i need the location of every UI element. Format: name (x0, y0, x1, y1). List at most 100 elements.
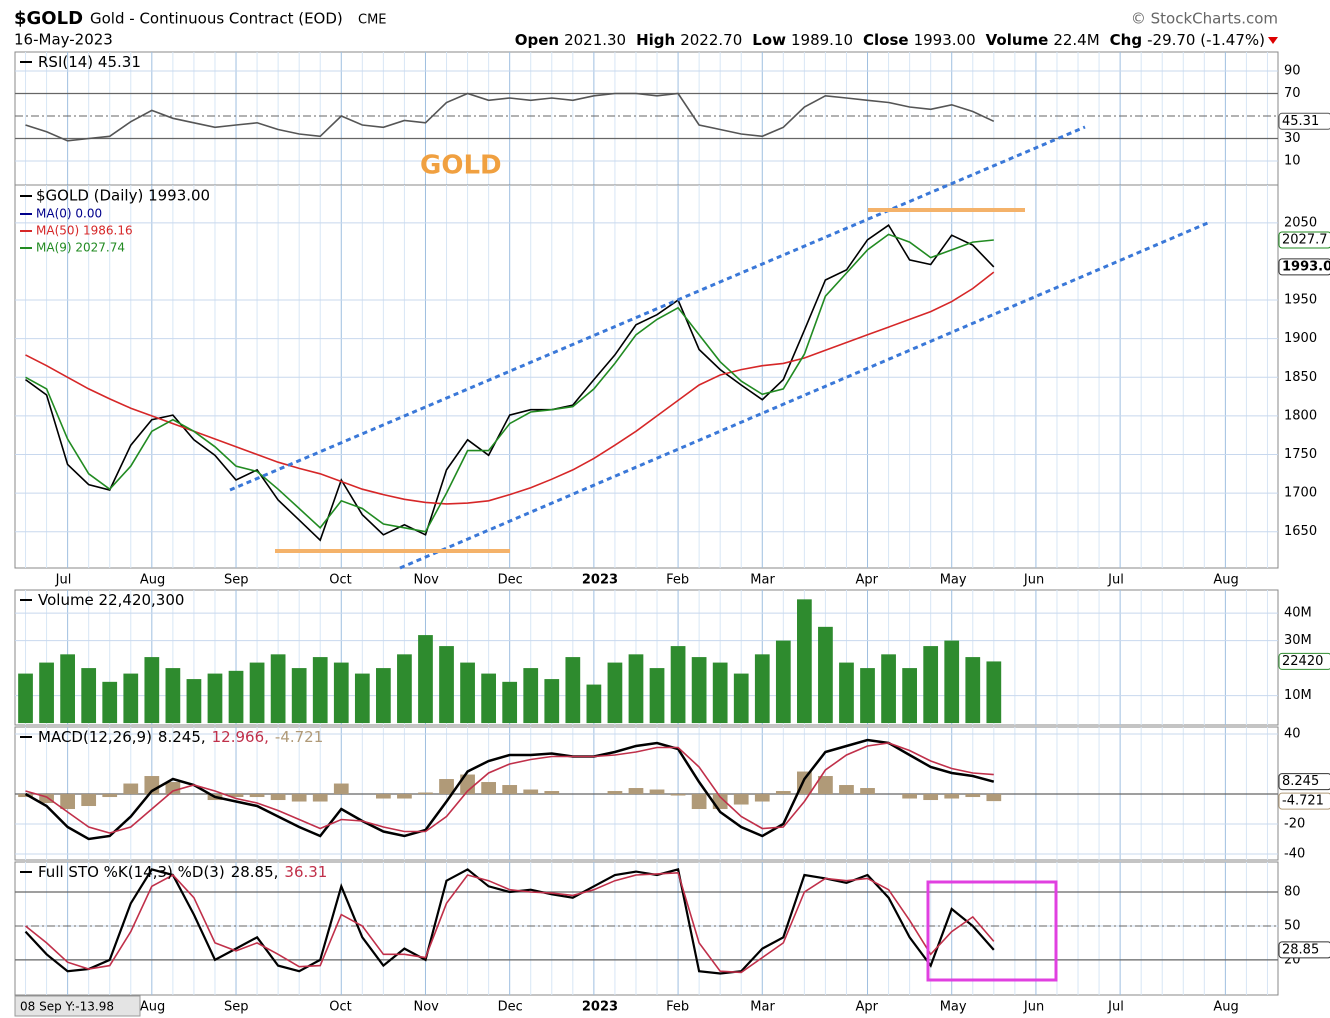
legend-label: $GOLD (Daily) 1993.00 (36, 187, 210, 205)
legend-label: MA(9) 2027.74 (36, 241, 125, 255)
bar (60, 654, 75, 724)
y-tick-label: 1900 (1284, 331, 1317, 346)
annotation: GOLD (420, 151, 502, 181)
panels: 10 30 70 90 45.31 RSI(14) 45.31 GOLD 1650 1700 17… (14, 51, 1330, 1015)
x-tick-label: Jul (1107, 573, 1124, 588)
contract-name: Gold - Continuous Contract (EOD) (90, 10, 343, 28)
panel (14, 184, 1279, 569)
quote-value: 22.4M (1053, 31, 1099, 49)
bar (270, 654, 286, 724)
quote-value: 1989.10 (791, 31, 853, 49)
bar (691, 657, 707, 724)
bar (902, 794, 917, 799)
bar (565, 657, 581, 724)
legend-label: MA(0) 0.00 (36, 207, 102, 221)
header: $GOLD Gold - Continuous Contract (EOD) C… (14, 8, 1278, 49)
y-tick-label: 10M (1284, 688, 1312, 703)
series-line (25, 224, 995, 542)
bar (733, 673, 749, 724)
bar (18, 794, 33, 798)
y-tick-label: 90 (1284, 64, 1301, 79)
bar (439, 646, 454, 724)
bar (965, 657, 981, 724)
bar (881, 654, 896, 724)
value-box (1278, 773, 1330, 791)
legend: Full STO %K(14,3) %D(3) 28.85, 36.31 (38, 863, 327, 881)
bar (986, 794, 1002, 802)
value-box-label: 8.245 (1282, 774, 1319, 789)
bar (207, 673, 223, 724)
exchange: CME (358, 13, 387, 28)
bar (60, 794, 75, 810)
source: © StockCharts.com (1131, 10, 1278, 28)
y-tick-label: -40 (1284, 847, 1305, 862)
series-line (24, 871, 995, 974)
bar (607, 662, 623, 724)
legend-label: 28.85, (231, 863, 279, 881)
bar (670, 646, 686, 724)
readout-text: 08 Sep Y:-13.98 (20, 1000, 114, 1014)
bar (649, 668, 665, 724)
value-box-label: 2027.7 (1282, 233, 1328, 248)
x-tick-label: Sep (224, 573, 249, 588)
bar (81, 794, 97, 807)
y-tick-label: 40 (1284, 727, 1301, 742)
x-tick-label: Jul (1107, 1000, 1124, 1015)
x-tick-label: Sep (224, 1000, 249, 1015)
y-tick-label: 30 (1284, 131, 1301, 146)
y-tick-label: 1850 (1284, 370, 1317, 385)
bar (712, 662, 728, 724)
y-tick-label: -20 (1284, 817, 1305, 832)
value-box-label: 1993.0 (1282, 259, 1330, 274)
bar (397, 794, 412, 799)
bar (544, 791, 560, 795)
x-tick-label: Aug (1213, 1000, 1238, 1015)
series-line (24, 738, 995, 841)
legend-label: Volume 22,420,300 (38, 591, 184, 609)
bar (460, 662, 475, 724)
legend-label: 8.245, (158, 728, 206, 746)
bar (291, 794, 307, 802)
quote-value: 1993.00 (914, 31, 976, 49)
bar (376, 794, 391, 799)
bar (502, 681, 518, 724)
x-tick-label: Jun (1023, 573, 1044, 588)
bar (523, 789, 539, 795)
value-box (1278, 652, 1330, 670)
y-tick-label: 10 (1284, 154, 1301, 169)
bar (839, 662, 854, 724)
highlight-box (926, 880, 1058, 982)
bar (860, 788, 875, 795)
y-tick-label: 1700 (1284, 486, 1317, 501)
y-tick-label: 1950 (1284, 293, 1317, 308)
bar (39, 662, 54, 724)
x-tick-label: Jul (55, 573, 72, 588)
value-box (1278, 941, 1330, 959)
bar (691, 794, 707, 810)
bar (775, 640, 791, 724)
bar (18, 673, 33, 724)
bar (818, 626, 833, 724)
bar (523, 668, 539, 724)
legend-label: MA(50) 1986.16 (36, 224, 133, 238)
date: 16-May-2023 (14, 31, 113, 49)
bar (628, 788, 644, 795)
bar (797, 599, 812, 724)
bar (418, 792, 433, 795)
channel-lower (399, 220, 1211, 570)
quote-value: 2021.30 (564, 31, 626, 49)
bar (312, 794, 328, 802)
symbol: $GOLD (14, 8, 83, 29)
x-tick-label: May (940, 573, 967, 588)
bar (754, 654, 770, 724)
bar (923, 646, 939, 724)
bar (39, 794, 54, 804)
readout: 08 Sep Y:-13.98 (14, 995, 141, 1017)
legend: MACD(12,26,9) 8.245, 12.966, -4.721 (38, 728, 323, 746)
bar (607, 791, 623, 795)
bar (123, 673, 139, 724)
y-tick-label: 1750 (1284, 447, 1317, 462)
quote-value: 2022.70 (680, 31, 742, 49)
legend-label: RSI(14) 45.31 (38, 53, 141, 71)
x-tick-label: Apr (856, 1000, 879, 1015)
